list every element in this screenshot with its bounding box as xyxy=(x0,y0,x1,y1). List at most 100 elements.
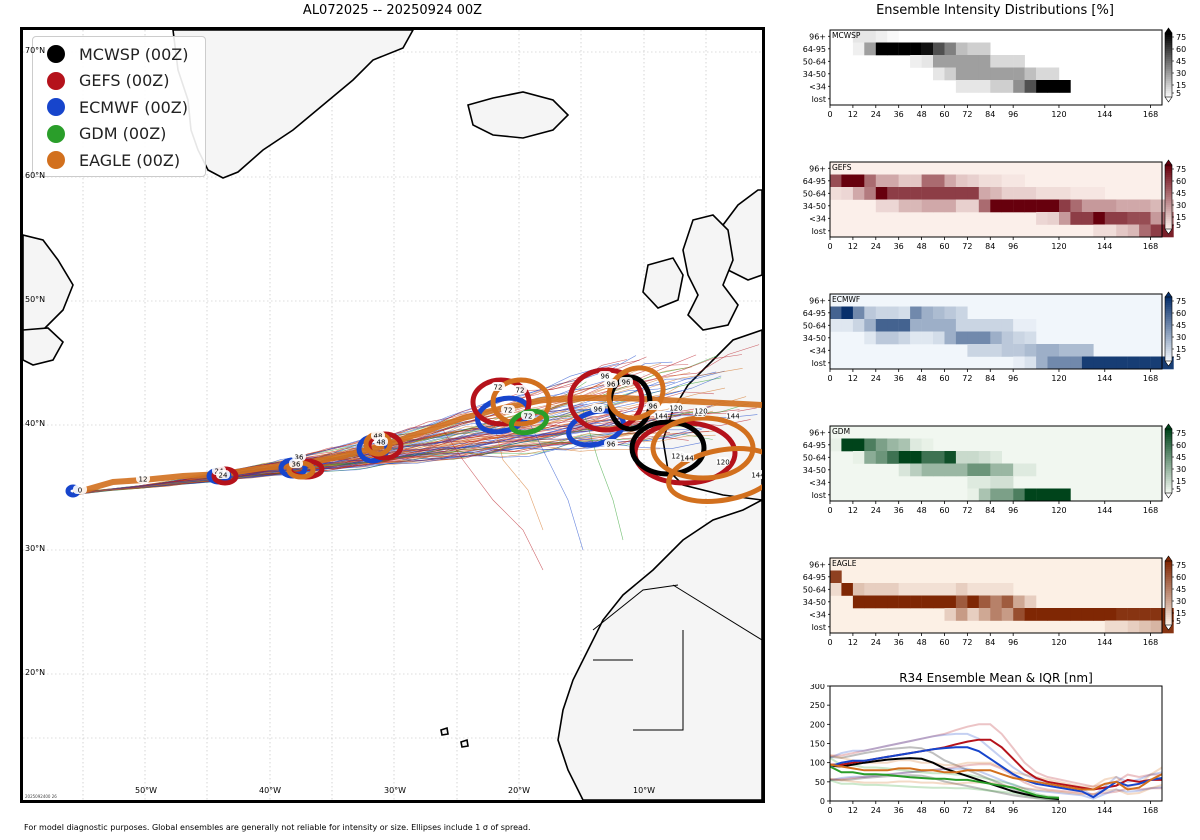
hour-label: 144 xyxy=(680,455,694,463)
heatmap-cell xyxy=(978,476,991,489)
hour-label: 144 xyxy=(654,413,668,421)
colorbar-segment xyxy=(1165,89,1172,92)
heatmap-cell xyxy=(875,583,888,596)
heatmap-cell xyxy=(1127,356,1140,370)
heatmap-cell xyxy=(875,30,888,43)
heatmap-cell xyxy=(852,30,865,43)
colorbar-extend-bottom xyxy=(1164,492,1173,499)
heatmap-cell xyxy=(967,187,980,200)
heatmap-cell xyxy=(967,608,980,621)
colorbar-segment xyxy=(1165,83,1172,86)
r34-iqr-line xyxy=(829,779,1060,801)
heatmap-x-tick-label: 12 xyxy=(848,242,858,251)
heatmap-cell xyxy=(887,451,899,464)
ellipse-eagle-72h xyxy=(490,377,552,427)
heatmap-cell xyxy=(875,187,888,200)
heatmap-cell xyxy=(944,174,957,188)
colorbar-segment xyxy=(1165,593,1172,596)
heatmap-row-label: 34-50 xyxy=(803,598,826,607)
colorbar-segment xyxy=(1165,441,1172,444)
heatmap-cell xyxy=(990,174,1002,188)
colorbar-segment xyxy=(1165,49,1172,52)
heatmap-cell xyxy=(841,583,854,596)
heatmap-cell xyxy=(933,67,945,81)
heatmap-cell xyxy=(841,174,854,188)
heatmap-cell xyxy=(1024,331,1037,345)
heatmap-cell xyxy=(1093,199,1105,213)
heatmap-cell xyxy=(933,331,945,345)
heatmap-cell xyxy=(898,451,911,464)
heatmap-cell xyxy=(1024,608,1037,621)
heatmap-cell xyxy=(1001,187,1014,200)
track-map[interactable]: 0122424363648487272727296969696969612012… xyxy=(23,30,762,800)
heatmap-cell xyxy=(978,595,991,609)
ellipse-eagle-144h xyxy=(666,446,762,504)
heatmap-cell xyxy=(910,55,922,68)
heatmap-cell xyxy=(910,174,922,188)
heatmap-cell xyxy=(921,187,934,200)
heatmap-cell xyxy=(955,67,968,81)
heatmap-cell xyxy=(898,319,911,332)
r34-x-tick-label: 36 xyxy=(894,806,904,815)
heatmap-cell xyxy=(990,583,1002,596)
colorbar-segment xyxy=(1165,39,1172,42)
colorbar-segment xyxy=(1165,575,1172,578)
heatmap-cell xyxy=(1013,331,1025,345)
heatmap-cell xyxy=(910,595,922,609)
heatmap-cell xyxy=(933,583,945,596)
heatmap-x-tick-label: 24 xyxy=(871,374,881,383)
track-map-panel[interactable]: 0122424363648487272727296969696969612012… xyxy=(20,27,765,803)
heatmap-row-label: 64-95 xyxy=(803,309,826,318)
heatmap-cell xyxy=(875,451,888,464)
country-borders xyxy=(592,584,762,731)
colorbar-frame xyxy=(1164,560,1173,626)
hour-label: 0 xyxy=(78,487,82,495)
colorbar-segment xyxy=(1165,449,1172,452)
heatmap-row-label: lost xyxy=(812,623,826,632)
heatmap-cell xyxy=(875,319,888,332)
r34-x-tick-label: 144 xyxy=(1097,806,1112,815)
land-masses xyxy=(23,30,762,800)
heatmap-cell xyxy=(1036,488,1048,502)
hour-label: 36 xyxy=(292,461,301,469)
heatmap-cell xyxy=(875,595,888,609)
colorbar-tick-label: 30 xyxy=(1176,201,1186,210)
heatmap-cell xyxy=(1013,199,1025,213)
colorbar-segment xyxy=(1165,463,1172,466)
heatmap-cell xyxy=(1047,80,1060,93)
colorbar-segment xyxy=(1165,339,1172,342)
heatmap-cell xyxy=(898,595,911,609)
colorbar-extend-top xyxy=(1164,291,1173,298)
map-title: AL072025 -- 20250924 00Z xyxy=(302,3,483,18)
colorbar-extend-top xyxy=(1164,555,1173,562)
heatmap-cell xyxy=(978,463,991,477)
heatmap-cell xyxy=(1127,620,1140,634)
heatmap-cell xyxy=(1001,344,1014,357)
heatmap-x-tick-label: 84 xyxy=(985,242,995,251)
heatmap-cell xyxy=(933,595,945,609)
heatmap-cell xyxy=(864,306,876,320)
heatmap-cell xyxy=(1150,620,1163,634)
heatmap-cell xyxy=(898,187,911,200)
heatmap-cell xyxy=(1013,67,1025,81)
colorbar-segment xyxy=(1165,581,1172,584)
heatmap-cell xyxy=(1001,583,1014,596)
heatmap-cell xyxy=(933,187,945,200)
heatmap-cell xyxy=(1013,356,1025,370)
heatmap-x-tick-label: 12 xyxy=(848,638,858,647)
heatmap-cell xyxy=(1047,67,1060,81)
colorbar-segment xyxy=(1165,57,1172,60)
legend-dot-mcwsp xyxy=(47,45,65,64)
colorbar-segment xyxy=(1165,297,1172,300)
heatmap-row-label: 50-64 xyxy=(803,321,826,330)
hour-label-bg xyxy=(646,401,660,410)
colorbar-segment xyxy=(1165,595,1172,598)
r34-chart[interactable]: 0 50 100 150 200 250 300 0 12 24 36 48 60 72 84 96 120 14… xyxy=(790,684,1190,824)
lat-label-50: 50°N xyxy=(25,295,46,304)
heatmap-x-tick-label: 0 xyxy=(827,110,832,119)
